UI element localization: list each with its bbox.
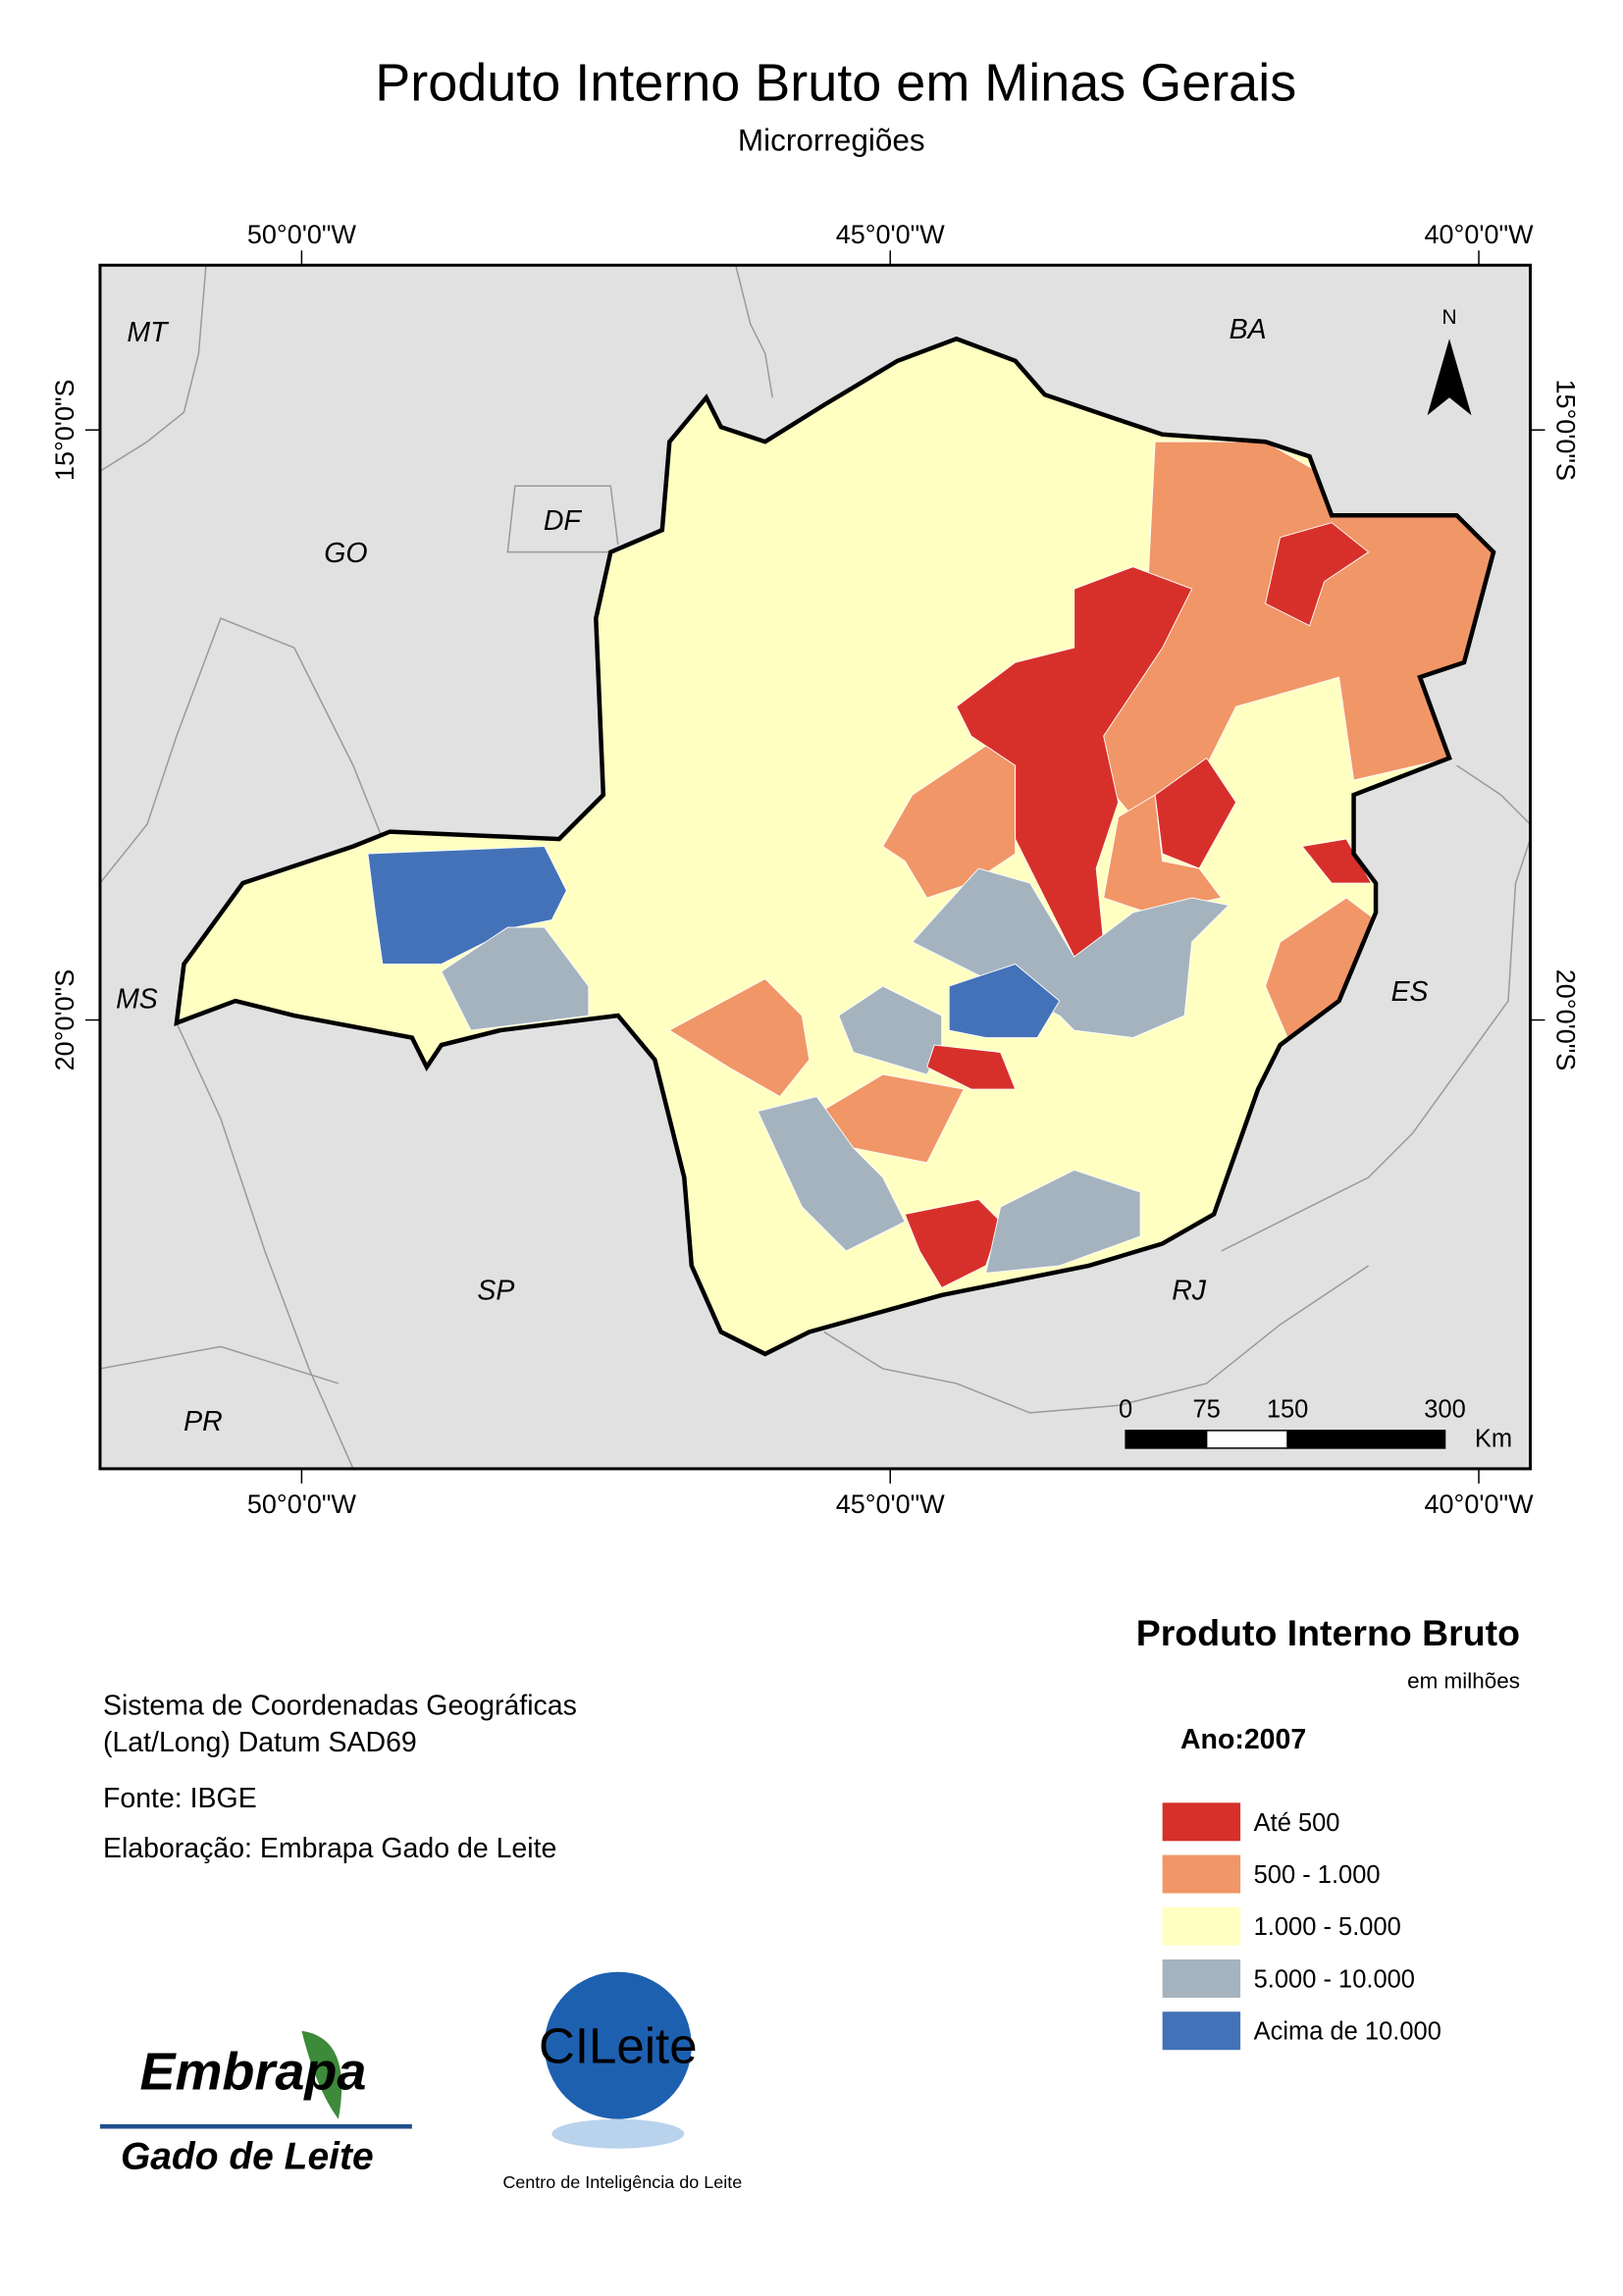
subtitle: Microrregiões xyxy=(738,122,925,157)
logo-leaf xyxy=(301,2030,342,2119)
logo-shadow xyxy=(551,2118,685,2149)
region xyxy=(1154,757,1237,869)
latitude-label: 20°0'0"S xyxy=(50,969,79,1071)
region xyxy=(1301,838,1373,884)
latitude-label: 15°0'0"S xyxy=(1551,379,1581,481)
region xyxy=(904,1198,1002,1289)
region xyxy=(838,985,943,1075)
logo-text: CILeite xyxy=(539,2018,698,2074)
legend-swatch xyxy=(1162,1854,1241,1894)
longitude-label: 40°0'0"W xyxy=(1425,220,1535,249)
longitude-label: 45°0'0"W xyxy=(836,1489,946,1519)
legend-year: Ano:2007 xyxy=(1180,1724,1306,1755)
note: (Lat/Long) Datum SAD69 xyxy=(103,1727,417,1758)
latitude-label: 15°0'0"S xyxy=(50,379,79,481)
legend-label: 500 - 1.000 xyxy=(1254,1861,1381,1889)
legend-label: 1.000 - 5.000 xyxy=(1254,1913,1401,1941)
region xyxy=(985,1170,1141,1274)
legend-label: Até 500 xyxy=(1254,1809,1340,1837)
note: Elaboração: Embrapa Gado de Leite xyxy=(103,1833,556,1864)
region xyxy=(441,926,590,1031)
state-borders xyxy=(99,265,1532,1470)
scale-unit: Km xyxy=(1475,1425,1512,1452)
regions xyxy=(176,338,1494,1355)
state-label: GO xyxy=(324,538,367,569)
map-frame xyxy=(98,263,1533,1471)
logo-text: Gado de Leite xyxy=(121,2136,374,2178)
scale-label: 150 xyxy=(1267,1395,1309,1423)
latitude-label: 20°0'0"S xyxy=(1551,969,1581,1071)
region xyxy=(926,1044,1017,1090)
legend-swatch xyxy=(1162,1906,1241,1946)
state-label: PR xyxy=(183,1406,223,1437)
state-label: MS xyxy=(116,984,158,1016)
longitude-label: 50°0'0"W xyxy=(247,220,357,249)
state-outline xyxy=(174,336,1496,1357)
legend-subtitle: em milhões xyxy=(1407,1668,1520,1693)
legend-label: 5.000 - 10.000 xyxy=(1254,1965,1415,1993)
state-label: SP xyxy=(477,1275,514,1306)
legend-label: Acima de 10.000 xyxy=(1254,2018,1441,2046)
logo-circle xyxy=(544,1971,692,2119)
note: Sistema de Coordenadas Geográficas xyxy=(103,1690,577,1721)
state-label: ES xyxy=(1391,976,1429,1008)
region xyxy=(911,867,1230,1038)
north-label: N xyxy=(1441,306,1456,329)
region xyxy=(757,1096,906,1252)
north-arrow xyxy=(1427,339,1472,416)
state-label: RJ xyxy=(1172,1275,1207,1306)
region xyxy=(882,735,1017,899)
region xyxy=(956,566,1193,958)
region xyxy=(668,977,811,1098)
longitude-label: 50°0'0"W xyxy=(247,1489,357,1519)
scale-segment xyxy=(1205,1430,1288,1449)
legend-swatch xyxy=(1162,1959,1241,1998)
region xyxy=(948,964,1061,1038)
scale-segment xyxy=(1286,1430,1446,1449)
legend-title: Produto Interno Bruto xyxy=(1136,1612,1520,1653)
longitude-label: 40°0'0"W xyxy=(1425,1489,1535,1519)
legend-swatch xyxy=(1162,2011,1241,2051)
region xyxy=(1265,522,1370,627)
scale-label: 300 xyxy=(1424,1395,1466,1423)
state-label: DF xyxy=(544,505,583,537)
scale-label: 0 xyxy=(1119,1395,1132,1423)
state-label: BA xyxy=(1230,314,1267,345)
scale-segment xyxy=(1125,1430,1208,1449)
scale-label: 75 xyxy=(1192,1395,1220,1423)
logo-text: Embrapa xyxy=(139,2043,366,2102)
note: Fonte: IBGE xyxy=(103,1783,257,1814)
state-label: MT xyxy=(127,317,170,348)
longitude-label: 45°0'0"W xyxy=(836,220,946,249)
title: Produto Interno Bruto em Minas Gerais xyxy=(375,53,1296,112)
logo-text: Centro de Inteligência do Leite xyxy=(502,2172,742,2192)
legend-swatch xyxy=(1162,1802,1241,1842)
